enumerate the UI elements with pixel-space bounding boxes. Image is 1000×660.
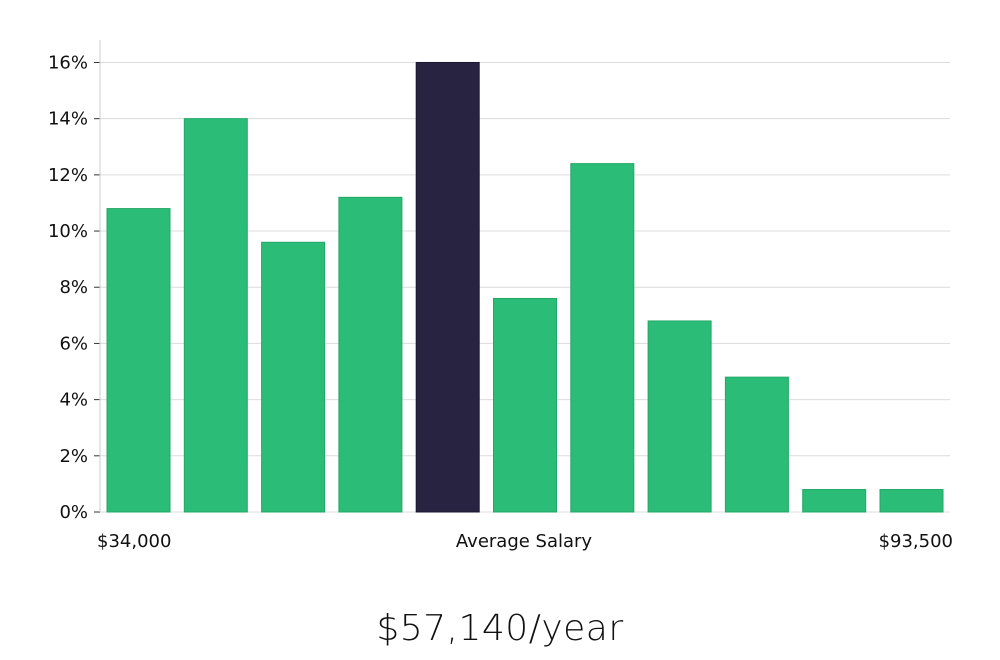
y-tick-label: 8% [59,277,88,298]
average-salary-value: $57,140/year [376,608,624,649]
bar [183,118,248,513]
salary-histogram-chart: 0% 2% 4% 6% 8% 10% 12% 14% 16% $34,000 Average S… [48,40,953,552]
x-axis-end-label: $93,500 [879,531,953,552]
y-tick-label: 4% [59,390,88,411]
chart-bars [106,61,944,513]
bar [261,241,326,513]
bar [647,320,712,513]
y-tick-label: 2% [59,446,88,467]
x-axis-title: Average Salary [456,531,593,552]
y-tick-label: 0% [59,502,88,523]
bar [724,376,789,513]
bar [493,297,557,513]
y-tick-label: 6% [59,333,88,354]
y-axis-ticks: 0% 2% 4% 6% 8% 10% 12% 14% 16% [48,52,100,523]
y-tick-label: 10% [48,221,88,242]
bar [802,489,867,513]
bar [338,196,403,513]
y-tick-label: 14% [48,109,88,130]
bar [879,489,944,513]
bar [570,163,635,513]
y-tick-label: 16% [48,52,88,73]
x-axis-start-label: $34,000 [97,531,171,552]
bar [106,208,171,513]
bar-average-salary [415,61,480,513]
y-tick-label: 12% [48,165,88,186]
